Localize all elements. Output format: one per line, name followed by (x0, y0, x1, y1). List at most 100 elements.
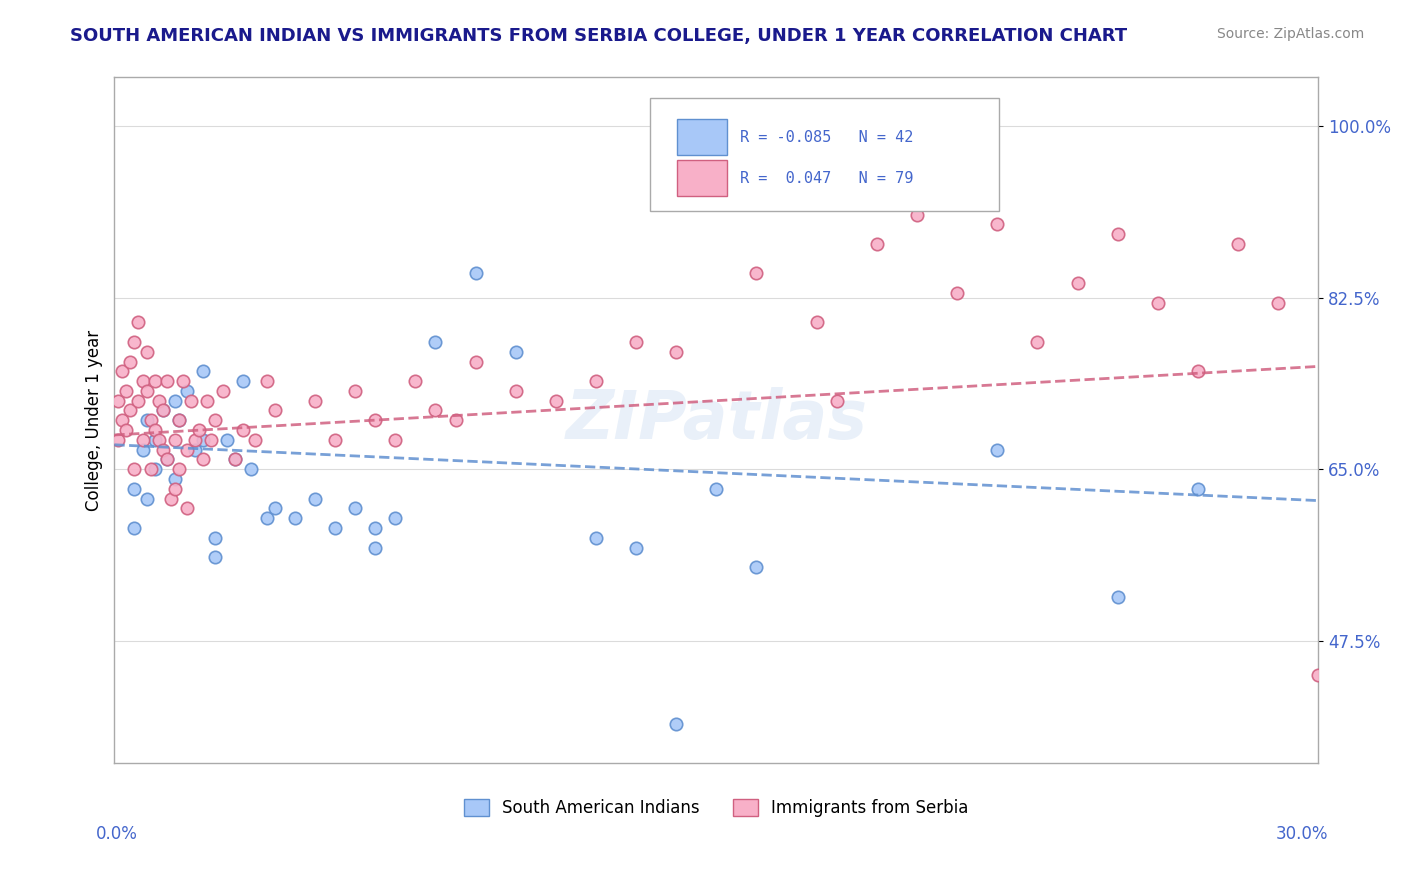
Text: SOUTH AMERICAN INDIAN VS IMMIGRANTS FROM SERBIA COLLEGE, UNDER 1 YEAR CORRELATIO: SOUTH AMERICAN INDIAN VS IMMIGRANTS FROM… (70, 27, 1128, 45)
Point (195, 393, 218, 408)
Point (152, 403, 174, 417)
Point (124, 462, 146, 476)
Point (204, 550, 226, 565)
Text: R = -0.085   N = 42: R = -0.085 N = 42 (741, 129, 914, 145)
Point (256, 511, 278, 525)
Point (232, 374, 254, 388)
Point (152, 403, 174, 417)
Point (215, 433, 238, 447)
Text: 30.0%: 30.0% (1277, 825, 1329, 843)
Text: Source: ZipAtlas.com: Source: ZipAtlas.com (1216, 27, 1364, 41)
Point (239, 462, 262, 476)
Point (665, 717, 688, 731)
Point (264, 501, 287, 516)
Point (404, 374, 426, 388)
Point (172, 374, 194, 388)
Point (304, 393, 326, 408)
Point (191, 433, 214, 447)
Point (155, 452, 177, 467)
FancyBboxPatch shape (676, 161, 727, 196)
FancyBboxPatch shape (676, 120, 727, 155)
Point (464, 354, 486, 368)
Legend: South American Indians, Immigrants from Serbia: South American Indians, Immigrants from … (457, 792, 976, 823)
Point (505, 384, 527, 398)
Point (135, 344, 157, 359)
Point (1187, 482, 1209, 496)
Point (131, 374, 153, 388)
Point (183, 433, 205, 447)
Point (176, 501, 198, 516)
Point (364, 521, 387, 535)
Point (1107, 227, 1129, 242)
Point (180, 393, 202, 408)
Point (585, 374, 607, 388)
Point (191, 452, 214, 467)
Point (1388, 315, 1406, 329)
Point (425, 403, 447, 417)
Point (139, 413, 162, 427)
Point (284, 511, 307, 525)
Point (135, 491, 157, 506)
Point (1347, 393, 1369, 408)
Point (111, 413, 134, 427)
Point (1146, 295, 1168, 310)
Point (344, 384, 367, 398)
Point (163, 393, 186, 408)
Point (200, 433, 222, 447)
Point (124, 482, 146, 496)
Point (384, 433, 406, 447)
Point (986, 442, 1008, 457)
Text: ZIPatlas: ZIPatlas (565, 387, 868, 453)
Point (986, 218, 1008, 232)
Point (1267, 295, 1289, 310)
Point (624, 334, 647, 349)
Point (127, 393, 149, 408)
Text: 0.0%: 0.0% (96, 825, 138, 843)
Point (323, 433, 346, 447)
Point (148, 393, 170, 408)
Point (425, 334, 447, 349)
Point (120, 403, 142, 417)
Point (167, 413, 190, 427)
Point (1227, 237, 1250, 252)
Point (665, 344, 688, 359)
Point (163, 472, 186, 486)
Point (167, 413, 190, 427)
Point (131, 433, 153, 447)
Point (187, 423, 209, 437)
Point (1026, 334, 1049, 349)
Point (232, 423, 254, 437)
Point (364, 413, 387, 427)
Point (163, 482, 186, 496)
Point (224, 452, 246, 467)
Point (624, 541, 647, 555)
Point (544, 393, 567, 408)
Point (124, 521, 146, 535)
Point (124, 334, 146, 349)
Point (127, 315, 149, 329)
Point (159, 491, 181, 506)
Point (152, 442, 174, 457)
Point (905, 208, 928, 222)
Point (946, 285, 969, 300)
Point (256, 374, 278, 388)
Point (866, 237, 889, 252)
Point (1066, 276, 1088, 290)
Point (176, 442, 198, 457)
Point (131, 442, 153, 457)
Point (505, 344, 527, 359)
Point (115, 384, 138, 398)
Point (384, 511, 406, 525)
Point (143, 423, 166, 437)
Point (155, 452, 177, 467)
Point (444, 413, 467, 427)
Point (825, 393, 848, 408)
Point (211, 384, 233, 398)
Point (704, 482, 727, 496)
Point (107, 433, 129, 447)
Point (364, 541, 387, 555)
Point (323, 521, 346, 535)
Point (243, 433, 266, 447)
Point (176, 384, 198, 398)
Point (806, 315, 828, 329)
